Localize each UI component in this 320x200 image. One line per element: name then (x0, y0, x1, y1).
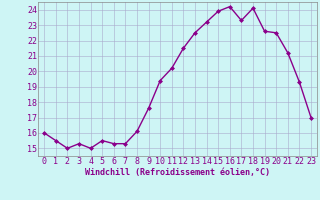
X-axis label: Windchill (Refroidissement éolien,°C): Windchill (Refroidissement éolien,°C) (85, 168, 270, 177)
